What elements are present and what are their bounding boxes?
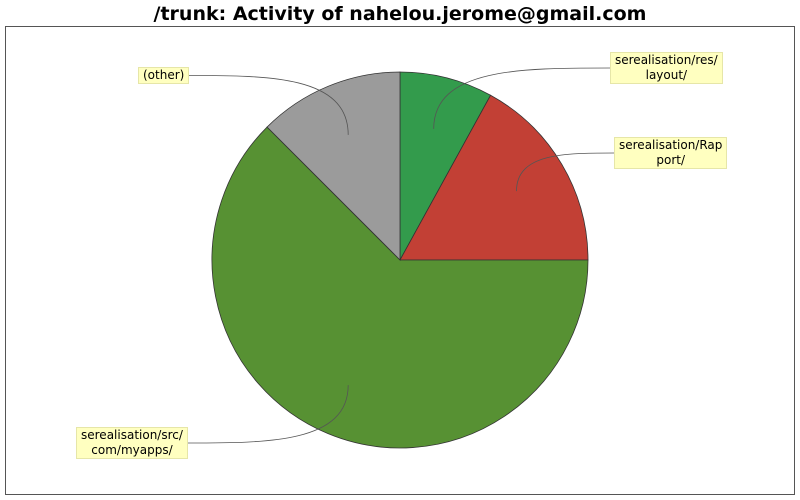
slice-label-1: serealisation/Rap port/ [614, 137, 728, 169]
pie-slice-1 [399, 94, 589, 261]
slice-label-2: serealisation/src/com/myapps/ [76, 427, 188, 459]
slice-label-line: layout/ [645, 68, 688, 82]
leader-line-3 [188, 75, 349, 135]
slice-label-line: serealisation/Rap [619, 138, 723, 152]
slice-label-line: (other) [143, 68, 185, 82]
slice-label-line: com/myapps/ [91, 443, 173, 457]
pie-slice-3 [266, 71, 401, 261]
leader-line-1 [516, 152, 615, 192]
slice-label-line: serealisation/src/ [81, 428, 183, 442]
slice-label-3: (other) [138, 67, 190, 84]
leader-line-0 [433, 67, 611, 129]
pie-slices [211, 71, 589, 449]
pie-slice-0 [399, 71, 492, 261]
chart-title: /trunk: Activity of nahelou.jerome@gmail… [153, 3, 647, 25]
slice-label-0: serealisation/res/layout/ [610, 52, 723, 84]
leader-lines [187, 67, 615, 444]
leader-line-2 [187, 385, 349, 444]
pie-slice-2 [211, 126, 589, 449]
slice-label-line: serealisation/res/ [615, 53, 718, 67]
slice-label-line: port/ [656, 153, 686, 167]
